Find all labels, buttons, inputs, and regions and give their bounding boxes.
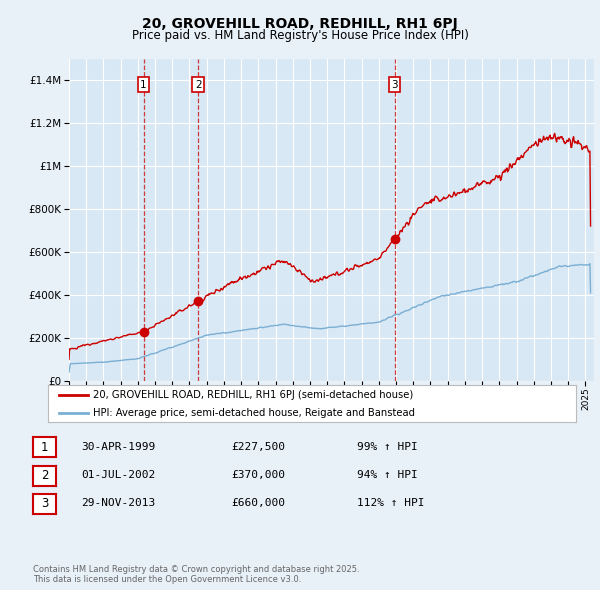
Text: 2: 2 bbox=[195, 80, 202, 90]
Text: 2: 2 bbox=[41, 469, 48, 482]
Text: 94% ↑ HPI: 94% ↑ HPI bbox=[357, 470, 418, 480]
Text: 01-JUL-2002: 01-JUL-2002 bbox=[81, 470, 155, 480]
Text: £370,000: £370,000 bbox=[231, 470, 285, 480]
Text: 1: 1 bbox=[41, 441, 48, 454]
Text: 112% ↑ HPI: 112% ↑ HPI bbox=[357, 499, 425, 508]
Text: 20, GROVEHILL ROAD, REDHILL, RH1 6PJ (semi-detached house): 20, GROVEHILL ROAD, REDHILL, RH1 6PJ (se… bbox=[93, 390, 413, 400]
Text: 30-APR-1999: 30-APR-1999 bbox=[81, 442, 155, 451]
Text: 3: 3 bbox=[41, 497, 48, 510]
Text: 29-NOV-2013: 29-NOV-2013 bbox=[81, 499, 155, 508]
Text: 3: 3 bbox=[391, 80, 398, 90]
Text: Contains HM Land Registry data © Crown copyright and database right 2025.
This d: Contains HM Land Registry data © Crown c… bbox=[33, 565, 359, 584]
Text: Price paid vs. HM Land Registry's House Price Index (HPI): Price paid vs. HM Land Registry's House … bbox=[131, 29, 469, 42]
Text: 99% ↑ HPI: 99% ↑ HPI bbox=[357, 442, 418, 451]
Text: HPI: Average price, semi-detached house, Reigate and Banstead: HPI: Average price, semi-detached house,… bbox=[93, 408, 415, 418]
Text: £660,000: £660,000 bbox=[231, 499, 285, 508]
Text: 1: 1 bbox=[140, 80, 147, 90]
Text: 20, GROVEHILL ROAD, REDHILL, RH1 6PJ: 20, GROVEHILL ROAD, REDHILL, RH1 6PJ bbox=[142, 17, 458, 31]
Text: £227,500: £227,500 bbox=[231, 442, 285, 451]
